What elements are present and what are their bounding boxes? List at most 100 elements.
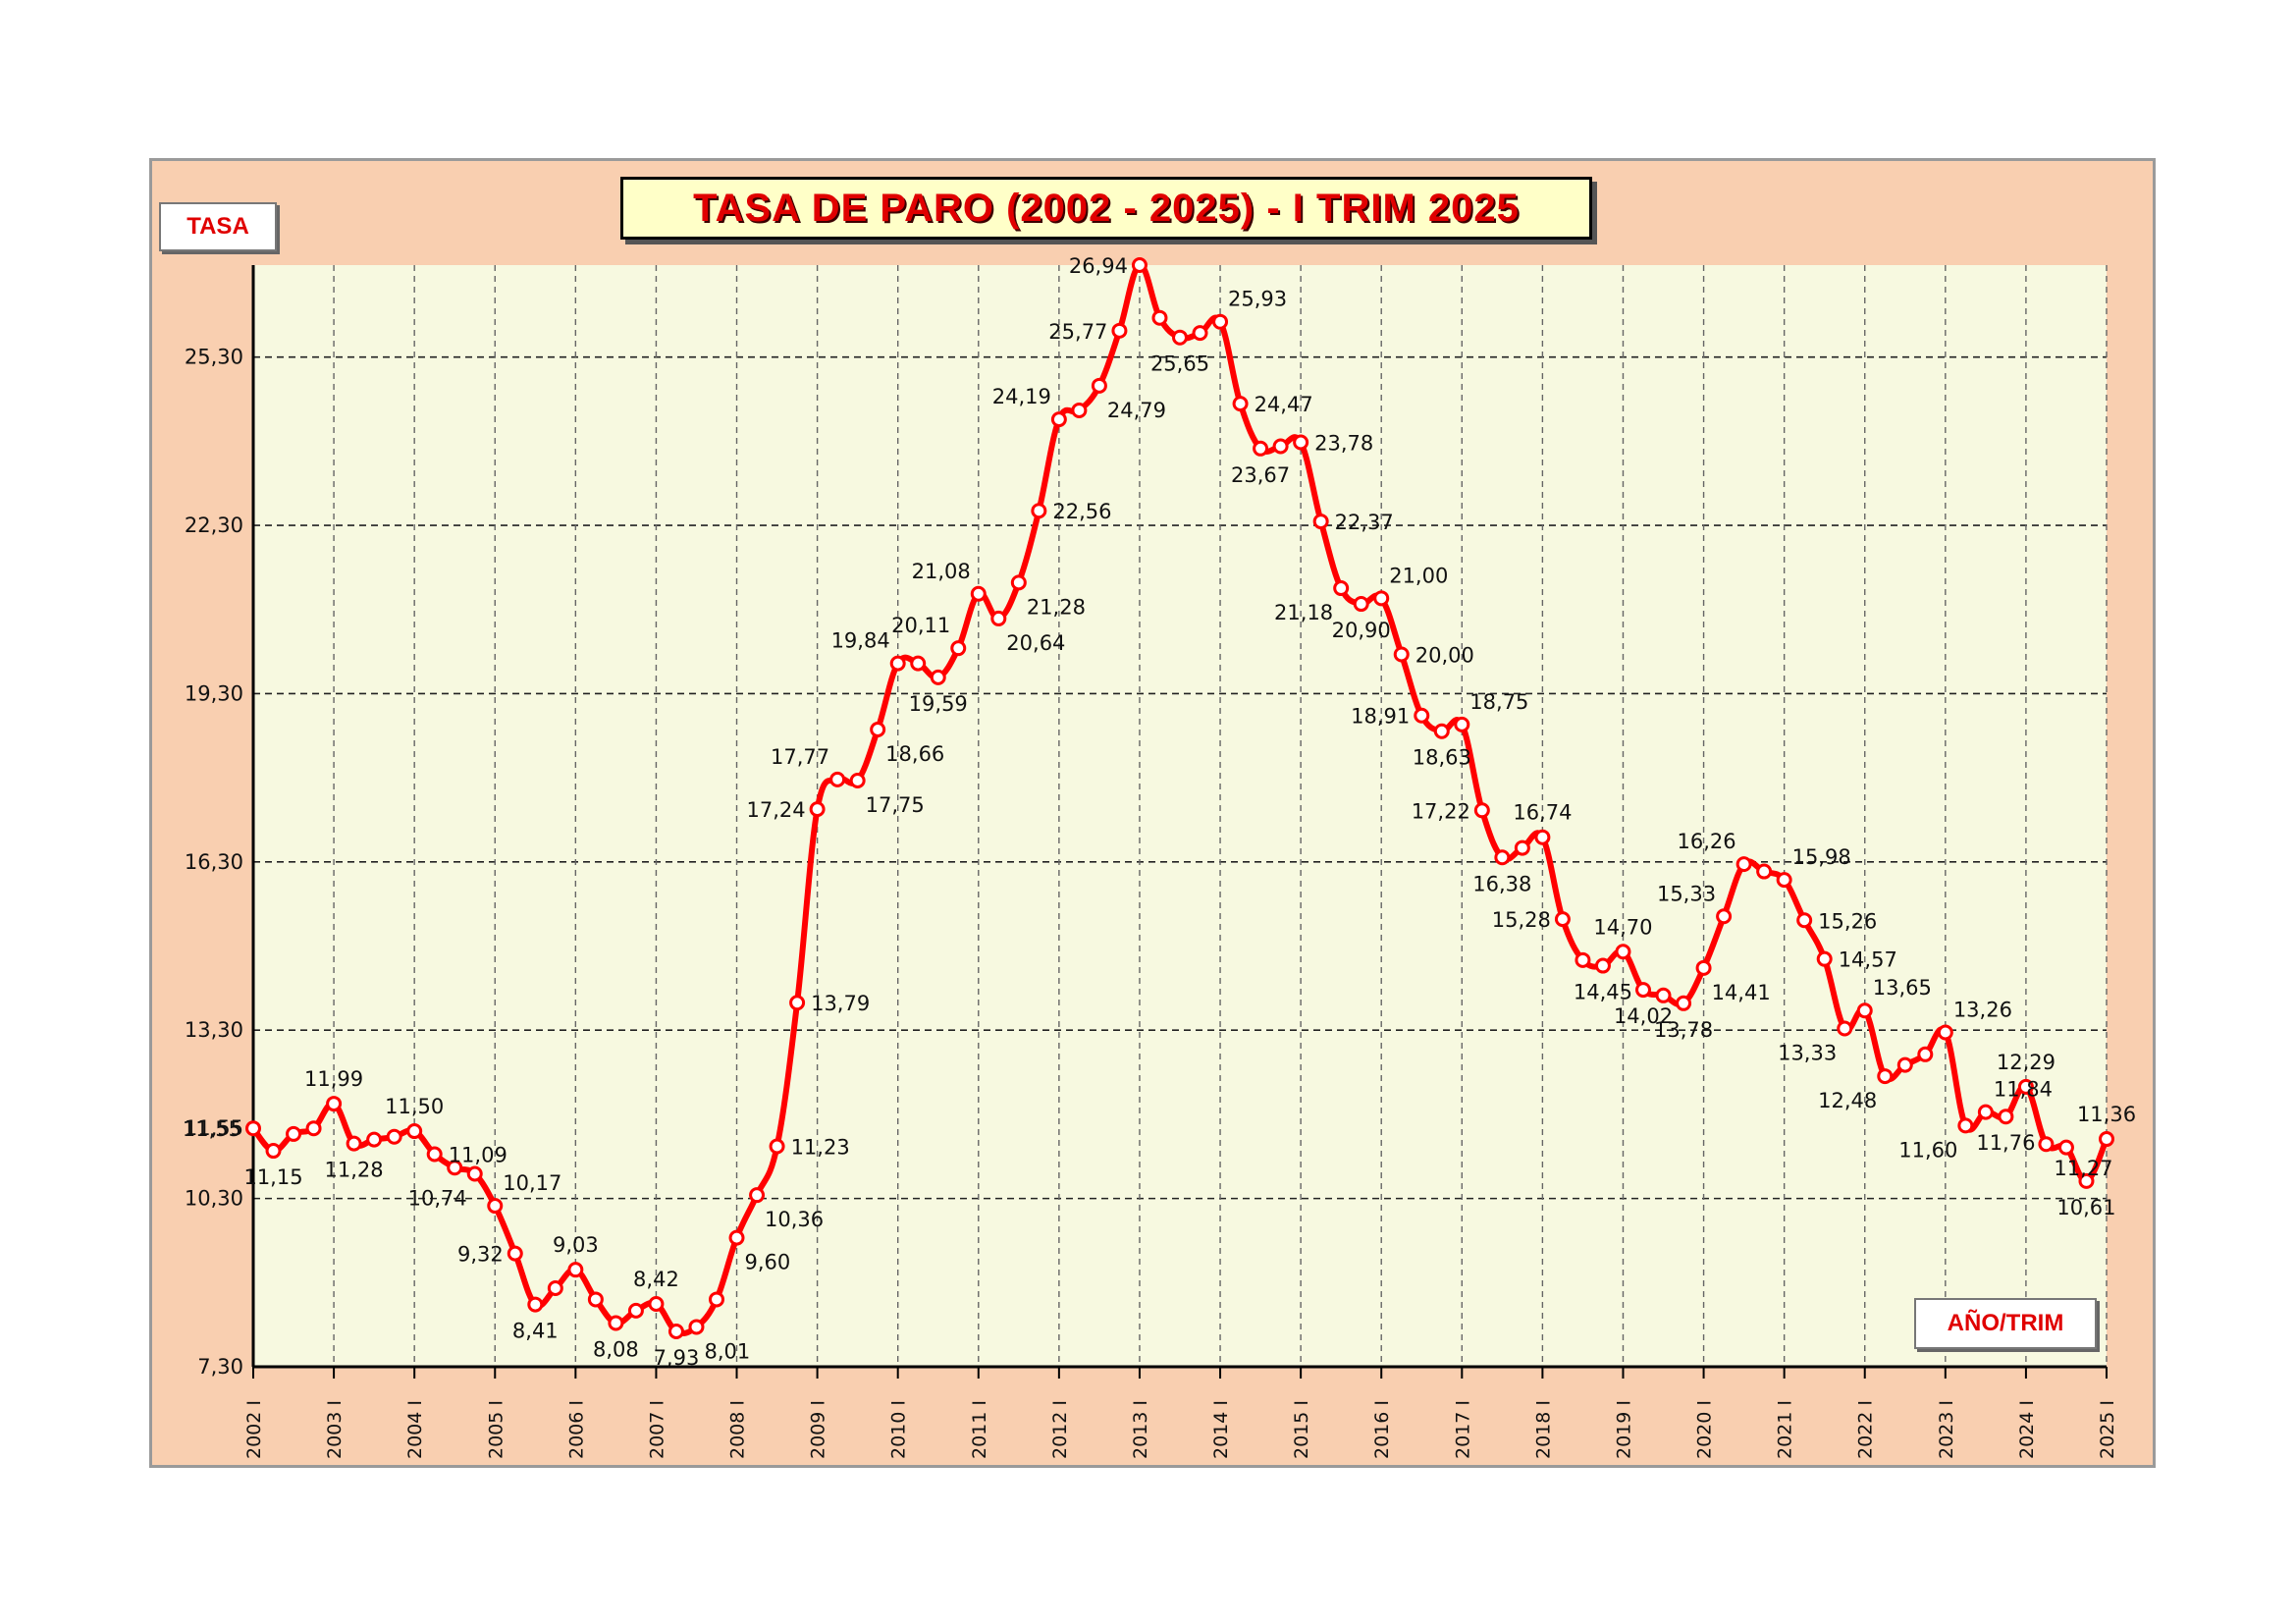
data-label: 17,24: [746, 798, 805, 822]
data-label: 21,18: [1274, 601, 1333, 624]
data-label: 9,60: [745, 1251, 791, 1274]
data-point: [769, 1138, 785, 1155]
data-point: [1373, 590, 1390, 607]
data-point: [1594, 957, 1611, 974]
x-tick-label: 2016 I: [1371, 1400, 1393, 1459]
data-label: 23,67: [1231, 463, 1290, 487]
data-label: 18,66: [885, 742, 944, 766]
x-tick-label: 2007 I: [646, 1400, 667, 1459]
y-tick-label: 11,55: [185, 1116, 243, 1140]
data-point: [1151, 309, 1168, 326]
data-point: [1716, 908, 1733, 925]
data-point: [1877, 1068, 1894, 1085]
x-tick-label: 2004 I: [404, 1400, 426, 1459]
data-point: [1131, 257, 1148, 273]
x-tick-label: 2017 I: [1452, 1400, 1473, 1459]
data-point: [265, 1143, 282, 1160]
data-label: 15,28: [1492, 908, 1551, 932]
data-label: 11,60: [1898, 1138, 1957, 1162]
data-point: [447, 1160, 463, 1176]
data-label: 15,26: [1818, 909, 1877, 933]
data-point: [1333, 580, 1350, 597]
data-label: 11,76: [1976, 1131, 2035, 1155]
data-point: [386, 1128, 402, 1145]
data-point: [1776, 872, 1792, 889]
data-point: [1393, 646, 1410, 663]
data-label: 21,28: [1027, 595, 1086, 619]
data-point: [1514, 839, 1530, 856]
data-label: 11,50: [385, 1095, 444, 1118]
y-axis-label: TASA: [159, 202, 277, 251]
data-point: [1212, 313, 1229, 330]
data-label: 17,22: [1412, 799, 1470, 823]
data-point: [326, 1096, 343, 1112]
data-label: 9,32: [457, 1243, 504, 1267]
data-point: [1695, 959, 1712, 976]
x-tick-label: 2020 I: [1694, 1400, 1716, 1459]
data-point: [1796, 912, 1813, 929]
data-label: 19,84: [831, 629, 890, 653]
y-tick-label: 13,30: [185, 1018, 243, 1042]
data-point: [1010, 574, 1027, 591]
data-label: 11,15: [243, 1165, 302, 1189]
data-label: 14,45: [1574, 981, 1632, 1004]
data-point: [1816, 950, 1833, 967]
data-point: [1998, 1109, 2014, 1125]
data-label: 18,75: [1469, 690, 1528, 714]
data-label: 20,11: [891, 614, 950, 637]
data-label: 20,00: [1415, 643, 1474, 667]
data-label: 21,08: [912, 560, 971, 583]
x-tick-label: 2008 I: [727, 1400, 749, 1459]
data-label: 14,02: [1614, 1004, 1673, 1028]
data-label: 11,55: [183, 1117, 241, 1141]
data-point: [2038, 1136, 2055, 1153]
data-label: 16,74: [1513, 801, 1572, 825]
y-tick-label: 16,30: [185, 850, 243, 874]
grid-lines: [253, 265, 2108, 1367]
x-tick-label: 2006 I: [565, 1400, 587, 1459]
data-label: 10,61: [2056, 1196, 2115, 1219]
data-point: [990, 610, 1007, 626]
data-label: 8,08: [593, 1337, 639, 1361]
data-point: [1473, 802, 1490, 819]
data-point: [789, 995, 806, 1011]
data-label: 13,65: [1873, 976, 1932, 1000]
data-point: [1433, 723, 1450, 739]
data-point: [930, 669, 946, 685]
data-label: 12,29: [1997, 1051, 2056, 1074]
data-point: [366, 1131, 383, 1148]
data-point: [527, 1296, 544, 1313]
data-point: [1091, 377, 1107, 394]
x-tick-label: 2002 I: [243, 1400, 265, 1459]
data-label: 22,56: [1052, 500, 1111, 523]
data-label: 18,63: [1413, 746, 1471, 770]
x-tick-label: 2022 I: [1855, 1400, 1877, 1459]
data-label: 10,74: [408, 1186, 467, 1210]
data-label: 16,26: [1677, 830, 1735, 853]
data-point: [829, 771, 846, 787]
x-tick-label: 2010 I: [888, 1400, 910, 1459]
data-labels: 11,55 11,15 11,99 11,28 11,50 11,09 10,74 10,17…: [183, 254, 2136, 1370]
x-axis-label: AÑO/TRIM: [1914, 1298, 2097, 1349]
data-label: 11,27: [2054, 1157, 2112, 1180]
data-point: [1676, 995, 1692, 1011]
data-label: 8,42: [633, 1268, 679, 1291]
data-label: 14,57: [1839, 948, 1897, 972]
data-point: [1353, 596, 1369, 613]
axes: 7,30 10,30 11,55 13,30 16,30 19,30 22,30 25,30 2…: [185, 265, 2118, 1459]
data-point: [648, 1296, 665, 1313]
data-point: [286, 1125, 302, 1142]
data-point: [709, 1291, 724, 1308]
data-label: 7,93: [654, 1346, 700, 1370]
x-tick-label: 2014 I: [1210, 1400, 1232, 1459]
data-point: [749, 1187, 766, 1204]
data-point: [970, 585, 987, 602]
data-point: [1896, 1056, 1913, 1073]
data-label: 13,78: [1654, 1018, 1713, 1042]
chart-title-box: TASA DE PARO (2002 - 2025) - I TRIM 2025: [620, 177, 1592, 240]
data-label: 25,65: [1150, 352, 1209, 376]
data-label: 24,47: [1255, 393, 1313, 416]
data-point: [245, 1120, 261, 1137]
data-label: 25,77: [1048, 320, 1107, 344]
